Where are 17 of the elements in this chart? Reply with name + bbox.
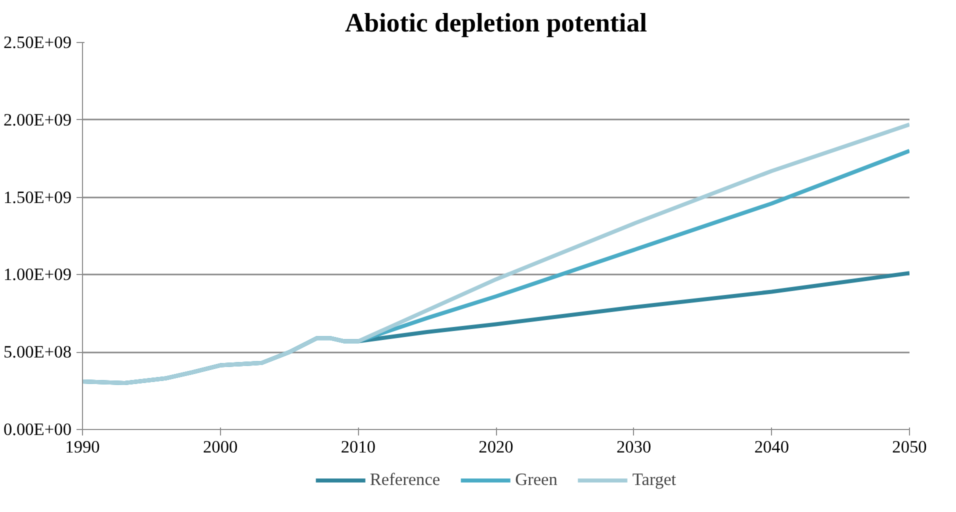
chart-title: Abiotic depletion potential xyxy=(344,8,648,38)
x-tick-label: 1990 xyxy=(65,438,100,456)
y-tick-label: 1.00E+09 xyxy=(3,265,72,284)
x-tick-label: 2040 xyxy=(754,438,789,456)
x-tick-label: 2010 xyxy=(340,438,376,456)
y-tick-label: 2.00E+09 xyxy=(3,110,72,130)
x-tick-label: 2000 xyxy=(203,438,238,456)
x-tick-label: 2030 xyxy=(616,438,652,456)
legend-label: Target xyxy=(632,470,676,490)
x-tick-label: 2050 xyxy=(892,438,927,456)
legend-label: Reference xyxy=(370,470,440,490)
legend-label: Green xyxy=(515,470,558,490)
x-tick-label: 2020 xyxy=(478,438,514,456)
y-tick-label: 2.50E+09 xyxy=(3,33,72,52)
y-tick-label: 1.50E+09 xyxy=(3,188,72,207)
y-tick-label: 0.00E+00 xyxy=(3,420,72,439)
y-tick-label: 5.00E+08 xyxy=(3,342,72,362)
